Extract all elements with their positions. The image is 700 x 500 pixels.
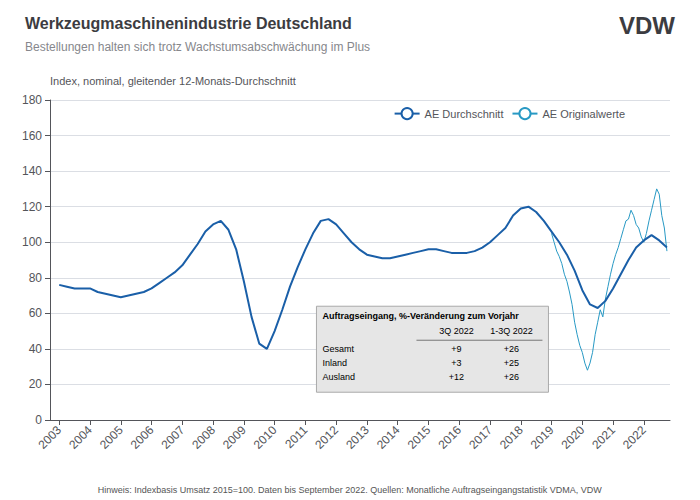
svg-text:Gesamt: Gesamt <box>322 344 354 354</box>
svg-text:+25: +25 <box>504 358 519 368</box>
svg-text:2013: 2013 <box>343 423 372 452</box>
svg-text:140: 140 <box>22 164 42 178</box>
svg-text:+3: +3 <box>451 358 461 368</box>
svg-text:Ausland: Ausland <box>322 372 355 382</box>
svg-text:2012: 2012 <box>312 423 341 452</box>
svg-text:Hinweis: Indexbasis Umsatz 201: Hinweis: Indexbasis Umsatz 2015=100. Dat… <box>98 485 603 495</box>
svg-text:Auftragseingang, %-Veränderung: Auftragseingang, %-Veränderung zum Vorja… <box>322 311 519 321</box>
svg-text:2007: 2007 <box>158 423 187 452</box>
svg-text:60: 60 <box>29 306 43 320</box>
svg-text:20: 20 <box>29 377 43 391</box>
svg-text:2015: 2015 <box>405 423 434 452</box>
svg-text:+26: +26 <box>504 372 519 382</box>
svg-text:2019: 2019 <box>528 423 557 452</box>
svg-text:Inland: Inland <box>322 358 347 368</box>
svg-text:2021: 2021 <box>589 423 618 452</box>
svg-text:160: 160 <box>22 129 42 143</box>
svg-text:2005: 2005 <box>97 423 126 452</box>
svg-text:2014: 2014 <box>374 423 403 452</box>
svg-text:2011: 2011 <box>282 423 310 451</box>
svg-text:2008: 2008 <box>189 423 218 452</box>
svg-text:+26: +26 <box>504 344 519 354</box>
svg-text:2003: 2003 <box>35 423 64 452</box>
svg-text:2022: 2022 <box>620 423 649 452</box>
svg-text:3Q 2022: 3Q 2022 <box>439 326 474 336</box>
svg-text:2006: 2006 <box>128 423 157 452</box>
svg-text:+9: +9 <box>451 344 461 354</box>
svg-text:AE Durchschnitt: AE Durchschnitt <box>425 108 504 120</box>
svg-text:2016: 2016 <box>435 423 464 452</box>
svg-text:2004: 2004 <box>66 423 95 452</box>
svg-text:+12: +12 <box>449 372 464 382</box>
svg-text:180: 180 <box>22 93 42 107</box>
svg-text:80: 80 <box>29 271 43 285</box>
svg-text:2009: 2009 <box>220 423 249 452</box>
svg-text:Index, nominal, gleitender 12-: Index, nominal, gleitender 12-Monats-Dur… <box>50 75 296 87</box>
svg-text:2020: 2020 <box>558 423 587 452</box>
svg-text:120: 120 <box>22 200 42 214</box>
svg-text:0: 0 <box>35 413 42 427</box>
svg-text:2018: 2018 <box>497 423 526 452</box>
svg-text:VDW: VDW <box>619 12 675 39</box>
svg-text:Bestellungen halten sich trotz: Bestellungen halten sich trotz Wachstums… <box>25 40 370 54</box>
svg-text:2010: 2010 <box>251 423 280 452</box>
svg-text:Werkzeugmaschinenindustrie Deu: Werkzeugmaschinenindustrie Deutschland <box>25 15 352 32</box>
svg-text:100: 100 <box>22 235 42 249</box>
svg-text:AE Originalwerte: AE Originalwerte <box>542 108 625 120</box>
svg-text:1-3Q 2022: 1-3Q 2022 <box>490 326 533 336</box>
svg-text:40: 40 <box>29 342 43 356</box>
svg-text:2017: 2017 <box>466 423 495 452</box>
